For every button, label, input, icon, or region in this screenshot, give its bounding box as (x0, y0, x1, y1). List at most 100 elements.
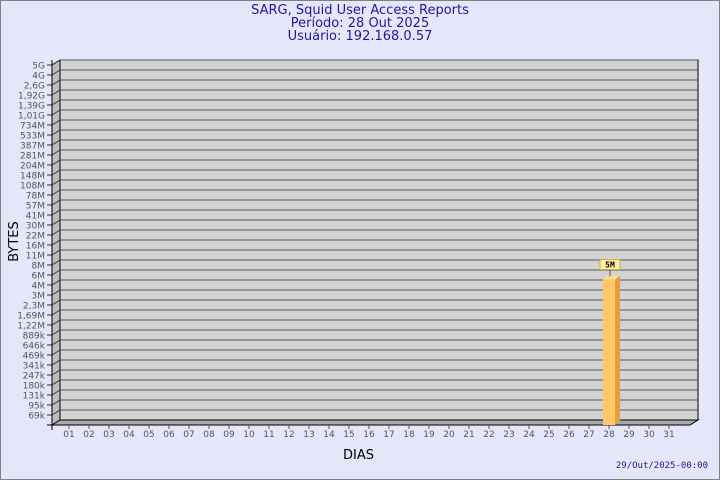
y-tick-label: 247k (23, 372, 46, 382)
gridline-diagonal (51, 299, 61, 306)
gridline-diagonal (51, 309, 61, 316)
gridline-diagonal (51, 209, 61, 216)
y-tick-label: 1,01G (18, 112, 45, 122)
gridline-diagonal (51, 379, 61, 386)
gridline-diagonal (51, 139, 61, 146)
y-tick-label: 387M (20, 142, 45, 152)
y-tick-label: 6M (32, 272, 46, 282)
x-axis-label: DIAS (343, 448, 374, 463)
y-tick-label: 131k (23, 392, 46, 402)
x-tick-label: 22 (483, 430, 494, 440)
data-label-box (599, 258, 621, 270)
gridline-diagonal (51, 289, 61, 296)
y-tick-label: 281M (20, 152, 45, 162)
x-tick-label: 29 (623, 430, 635, 440)
data-label: 5M (605, 260, 615, 269)
gridline-diagonal (51, 149, 61, 156)
x-tick-label: 23 (503, 430, 514, 440)
y-tick-label: 533M (20, 132, 45, 142)
bar (603, 279, 615, 425)
x-tick-label: 18 (403, 430, 415, 440)
x-tick-label: 15 (343, 430, 354, 440)
floor (50, 419, 700, 426)
y-tick-label: 11M (26, 252, 45, 262)
x-tick-label: 04 (123, 430, 135, 440)
gridline-diagonal (51, 169, 61, 176)
gridline-diagonal (51, 179, 61, 186)
y-tick-label: 1,69M (17, 312, 45, 322)
x-tick-label: 28 (603, 430, 615, 440)
x-tick-label: 27 (583, 430, 594, 440)
x-tick-label: 06 (163, 430, 175, 440)
gridline-diagonal (51, 159, 61, 166)
chart-period: Período: 28 Out 2025 (290, 16, 430, 31)
gridline-diagonal (51, 199, 61, 206)
chart-user: Usuário: 192.168.0.57 (287, 29, 433, 44)
y-tick-label: 3M (32, 292, 46, 302)
gridline-diagonal (51, 259, 61, 266)
gridline-diagonal (51, 69, 61, 76)
x-tick-label: 07 (183, 430, 194, 440)
y-tick-label: 78M (26, 192, 45, 202)
y-tick-label: 30M (26, 222, 45, 232)
gridline-diagonal (51, 89, 61, 96)
x-tick-label: 24 (523, 430, 535, 440)
y-tick-label: 108M (20, 182, 45, 192)
gridline-diagonal (51, 359, 61, 366)
y-tick-label: 2,3M (23, 302, 45, 312)
x-tick-label: 05 (143, 430, 154, 440)
y-tick-label: 1,22M (17, 322, 45, 332)
x-tick-label: 13 (303, 430, 314, 440)
gridline-diagonal (51, 119, 61, 126)
x-tick-label: 21 (463, 430, 474, 440)
y-tick-label: 22M (26, 232, 45, 242)
y-tick-label: 57M (26, 202, 45, 212)
x-tick-label: 03 (103, 430, 114, 440)
y-tick-label: 4G (32, 72, 45, 82)
x-tick-label: 01 (63, 430, 74, 440)
gridline-diagonal (51, 319, 61, 326)
gridline-diagonal (51, 99, 61, 106)
gridline-diagonal (51, 369, 61, 376)
x-tick-label: 20 (443, 430, 455, 440)
gridline-diagonal (51, 79, 61, 86)
gridline-diagonal (51, 129, 61, 136)
y-tick-label: 2,6G (24, 82, 45, 92)
gridline-diagonal (51, 349, 61, 356)
y-tick-label: 1,92G (18, 92, 45, 102)
x-tick-label: 30 (643, 430, 655, 440)
y-tick-label: 180k (23, 382, 46, 392)
gridline-diagonal (51, 389, 61, 396)
y-tick-label: 16M (26, 242, 45, 252)
gridline-diagonal (51, 329, 61, 336)
gridline-diagonal (51, 249, 61, 256)
gridline-diagonal (51, 239, 61, 246)
x-tick-label: 25 (543, 430, 554, 440)
bar-top (603, 275, 620, 280)
gridline-diagonal (51, 339, 61, 346)
x-tick-label: 26 (563, 430, 575, 440)
x-tick-label: 16 (363, 430, 375, 440)
y-tick-label: 5G (32, 62, 45, 72)
gridline-diagonal (51, 409, 61, 416)
x-tick-label: 12 (283, 430, 294, 440)
y-tick-label: 646k (23, 342, 46, 352)
y-tick-label: 734M (20, 122, 45, 132)
timestamp: 29/Out/2025-00:00 (615, 461, 708, 471)
gridline-diagonal (51, 59, 61, 66)
y-tick-label: 69k (28, 412, 45, 422)
gridline-diagonal (51, 189, 61, 196)
chart-title: SARG, Squid User Access Reports (251, 3, 469, 18)
bar-side (615, 275, 620, 425)
y-tick-label: 204M (20, 162, 45, 172)
y-tick-label: 41M (26, 212, 45, 222)
x-tick-label: 09 (223, 430, 235, 440)
x-tick-label: 08 (203, 430, 215, 440)
y-tick-label: 469k (23, 352, 46, 362)
y-tick-label: 341k (23, 362, 46, 372)
gridline-diagonal (51, 219, 61, 226)
x-tick-label: 19 (423, 430, 435, 440)
x-tick-label: 31 (663, 430, 674, 440)
gridline-diagonal (51, 269, 61, 276)
